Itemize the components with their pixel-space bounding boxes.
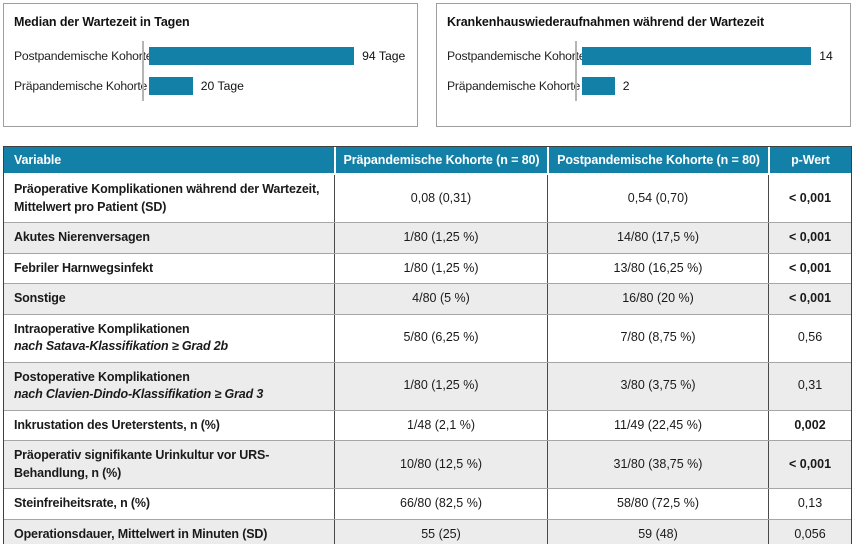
- table-row: Operationsdauer, Mittelwert in Minuten (…: [4, 518, 851, 544]
- table-row: Postoperative Komplikationen nach Clavie…: [4, 361, 851, 410]
- cell-p-value: < 0,001: [768, 284, 851, 314]
- variable-label: Sonstige: [14, 291, 66, 305]
- bar-category-label: Postpandemische Kohorte: [447, 49, 586, 63]
- cell-variable: Febriler Harnwegsinfekt: [4, 254, 334, 284]
- cell-p-value: 0,13: [768, 489, 851, 519]
- variable-sublabel: nach Clavien-Dindo-Klassifikation ≥ Grad…: [14, 387, 264, 401]
- chart-title: Median der Wartezeit in Tagen: [14, 15, 190, 29]
- cell-pre-cohort: 0,08 (0,31): [334, 175, 547, 222]
- variable-label: Akutes Nierenversagen: [14, 230, 150, 244]
- bar-value-label: 94 Tage: [362, 49, 406, 63]
- variable-sublabel: nach Satava-Klassifikation ≥ Grad 2b: [14, 339, 229, 353]
- cell-variable: Präoperative Komplikationen während der …: [4, 175, 334, 222]
- cell-pre-cohort: 66/80 (82,5 %): [334, 489, 547, 519]
- cell-variable: Steinfreiheitsrate, n (%): [4, 489, 334, 519]
- cell-pre-cohort: 1/80 (1,25 %): [334, 253, 547, 283]
- chart-title: Krankenhauswiederaufnahmen während der W…: [447, 15, 765, 29]
- cell-variable: Intraoperative Komplikationen nach Satav…: [4, 315, 334, 362]
- bar: [582, 47, 812, 65]
- cell-variable: Inkrustation des Ureterstents, n (%): [4, 411, 334, 441]
- table-row: Präoperative Komplikationen während der …: [4, 175, 851, 222]
- column-header: Variable: [14, 153, 62, 167]
- variable-label: Intraoperative Komplikationen: [14, 321, 190, 336]
- bar: [149, 77, 193, 95]
- column-header: Postpandemische Kohorte (n = 80): [547, 147, 768, 173]
- outcomes-table: Variable Präpandemische Kohorte (n = 80)…: [3, 146, 852, 544]
- variable-label: Febriler Harnwegsinfekt: [14, 260, 153, 275]
- cell-p-value: 0,31: [768, 362, 851, 410]
- cell-variable: Akutes Nierenversagen: [4, 223, 334, 253]
- cell-p-value: 0,56: [768, 314, 851, 362]
- bar-category-label: Präpandemische Kohorte: [447, 79, 581, 93]
- chart-bars: Postpandemische Kohorte 14 Präpandemisch…: [447, 41, 844, 101]
- variable-label: Steinfreiheitsrate, n (%): [14, 496, 150, 510]
- bar: [582, 77, 615, 95]
- bar-row: Präpandemische Kohorte 20 Tage: [14, 71, 411, 101]
- bar-plot-area: 2: [575, 71, 844, 101]
- variable-label: Präoperativ signifikante Urinkultur vor …: [14, 448, 270, 480]
- cell-post-cohort: 11/49 (22,45 %): [547, 410, 768, 440]
- cell-post-cohort: 13/80 (16,25 %): [547, 253, 768, 283]
- cell-post-cohort: 16/80 (20 %): [547, 284, 768, 314]
- bar-value-label: 14: [819, 49, 833, 63]
- cell-variable: Präoperativ signifikante Urinkultur vor …: [4, 441, 334, 488]
- variable-label: Präoperative Komplikationen während der …: [14, 182, 320, 214]
- cell-pre-cohort: 10/80 (12,5 %): [334, 441, 547, 488]
- cell-pre-cohort: 5/80 (6,25 %): [334, 314, 547, 362]
- bar-category-label: Postpandemische Kohorte: [14, 49, 153, 63]
- cell-post-cohort: 7/80 (8,75 %): [547, 314, 768, 362]
- cell-post-cohort: 59 (48): [547, 519, 768, 544]
- chart-bars: Postpandemische Kohorte 94 Tage Präpande…: [14, 41, 411, 101]
- table-row: Sonstige 4/80 (5 %) 16/80 (20 %) < 0,001: [4, 283, 851, 314]
- cell-variable: Sonstige: [4, 284, 334, 314]
- cell-p-value: < 0,001: [768, 441, 851, 488]
- cell-pre-cohort: 1/80 (1,25 %): [334, 362, 547, 410]
- chart-panel-median-wait-time: Median der Wartezeit in Tagen Postpandem…: [3, 3, 418, 127]
- bar-row: Postpandemische Kohorte 14: [447, 41, 844, 71]
- variable-label: Inkrustation des Ureterstents, n (%): [14, 417, 220, 432]
- cell-p-value: 0,002: [768, 410, 851, 440]
- table-header-row: Variable Präpandemische Kohorte (n = 80)…: [4, 147, 851, 175]
- bar: [149, 47, 355, 65]
- cell-pre-cohort: 1/80 (1,25 %): [334, 223, 547, 253]
- bar-row: Präpandemische Kohorte 2: [447, 71, 844, 101]
- bar-plot-area: 20 Tage: [142, 71, 411, 101]
- variable-label: Postoperative Komplikationen: [14, 369, 190, 384]
- cell-pre-cohort: 55 (25): [334, 519, 547, 544]
- bar-row: Postpandemische Kohorte 94 Tage: [14, 41, 411, 71]
- cell-post-cohort: 58/80 (72,5 %): [547, 489, 768, 519]
- bar-plot-area: 94 Tage: [142, 41, 411, 71]
- column-header: Präpandemische Kohorte (n = 80): [334, 147, 547, 173]
- cell-post-cohort: 14/80 (17,5 %): [547, 223, 768, 253]
- cell-p-value: < 0,001: [768, 175, 851, 222]
- table-row: Akutes Nierenversagen 1/80 (1,25 %) 14/8…: [4, 222, 851, 253]
- cell-post-cohort: 31/80 (38,75 %): [547, 441, 768, 488]
- variable-label: Operationsdauer, Mittelwert in Minuten (…: [14, 526, 268, 541]
- cell-post-cohort: 0,54 (0,70): [547, 175, 768, 222]
- cell-p-value: < 0,001: [768, 253, 851, 283]
- table-body: Präoperative Komplikationen während der …: [4, 175, 851, 544]
- table-row: Febriler Harnwegsinfekt 1/80 (1,25 %) 13…: [4, 252, 851, 284]
- bar-value-label: 2: [622, 79, 630, 93]
- cell-pre-cohort: 4/80 (5 %): [334, 284, 547, 314]
- bar-category-label: Präpandemische Kohorte: [14, 79, 148, 93]
- cell-p-value: 0,056: [768, 519, 851, 544]
- cell-pre-cohort: 1/48 (2,1 %): [334, 410, 547, 440]
- table-row: Inkrustation des Ureterstents, n (%) 1/4…: [4, 409, 851, 441]
- column-header: p-Wert: [768, 147, 851, 173]
- cell-post-cohort: 3/80 (3,75 %): [547, 362, 768, 410]
- bar-value-label: 20 Tage: [200, 79, 244, 93]
- chart-panel-readmissions: Krankenhauswiederaufnahmen während der W…: [436, 3, 851, 127]
- cell-p-value: < 0,001: [768, 223, 851, 253]
- cell-variable: Postoperative Komplikationen nach Clavie…: [4, 363, 334, 410]
- bar-plot-area: 14: [575, 41, 844, 71]
- table-row: Intraoperative Komplikationen nach Satav…: [4, 313, 851, 362]
- cell-variable: Operationsdauer, Mittelwert in Minuten (…: [4, 520, 334, 544]
- table-row: Präoperativ signifikante Urinkultur vor …: [4, 440, 851, 488]
- table-row: Steinfreiheitsrate, n (%) 66/80 (82,5 %)…: [4, 488, 851, 519]
